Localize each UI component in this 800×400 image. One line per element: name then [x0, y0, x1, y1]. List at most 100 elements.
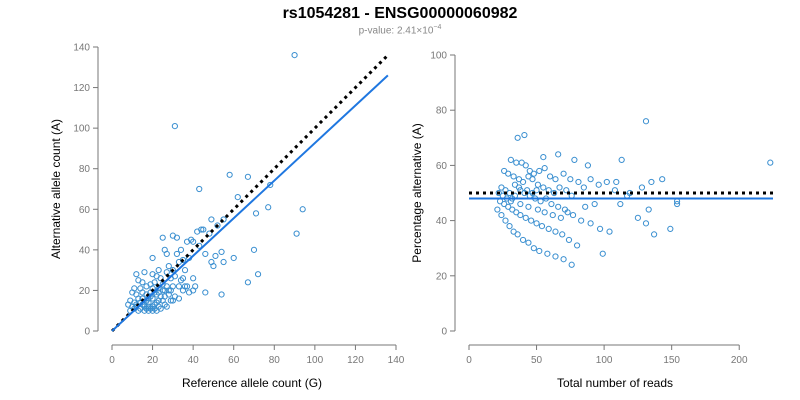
- data-point: [525, 173, 532, 180]
- data-point: [183, 283, 191, 290]
- data-point: [210, 262, 217, 270]
- data-point: [163, 269, 170, 276]
- y-tick-label: 40: [79, 245, 91, 256]
- data-point: [169, 267, 176, 274]
- data-point: [291, 52, 298, 59]
- data-point: [525, 239, 532, 246]
- data-point: [515, 176, 523, 183]
- data-point: [522, 214, 529, 221]
- data-point: [267, 181, 274, 189]
- y-tick-label: 20: [436, 271, 448, 282]
- data-point: [299, 206, 306, 213]
- data-point: [536, 167, 543, 175]
- data-point: [173, 250, 181, 258]
- x-tick-label: 200: [731, 355, 748, 366]
- data-point: [159, 234, 166, 241]
- data-point: [555, 151, 562, 158]
- data-point: [507, 156, 514, 163]
- data-point: [133, 271, 140, 278]
- data-point: [175, 295, 183, 302]
- data-point: [161, 287, 168, 294]
- data-point: [161, 301, 168, 308]
- data-point: [165, 287, 172, 294]
- data-point: [163, 303, 170, 310]
- data-point: [218, 248, 225, 255]
- data-point: [638, 184, 646, 191]
- data-point: [529, 189, 536, 197]
- data-point: [536, 247, 543, 255]
- data-point: [505, 170, 512, 177]
- data-point: [155, 297, 162, 304]
- data-point: [519, 178, 527, 186]
- data-point: [528, 217, 535, 224]
- data-point: [530, 170, 537, 177]
- data-point: [151, 305, 158, 312]
- x-tick-label: 60: [228, 355, 240, 366]
- data-point: [541, 209, 548, 216]
- data-point: [599, 250, 606, 257]
- data-point: [179, 275, 187, 282]
- data-point: [563, 187, 570, 194]
- x-tick-label: 50: [531, 355, 543, 366]
- right-scatter-plot: 0 50 100 150 200 0 20 40 60 80 100 Total number of …: [410, 51, 774, 390]
- data-point: [143, 305, 150, 312]
- data-point: [202, 250, 209, 258]
- data-point: [595, 181, 602, 188]
- y-tick-label: 0: [441, 327, 447, 338]
- data-point: [293, 230, 300, 237]
- data-point: [234, 194, 241, 201]
- x-axis-title: Total number of reads: [557, 376, 673, 390]
- data-point: [560, 170, 567, 177]
- data-point: [596, 225, 604, 232]
- data-point: [548, 200, 555, 208]
- data-point: [495, 189, 502, 197]
- chart-subtitle: p-value: 2.41×10−4: [0, 24, 800, 36]
- data-point: [575, 178, 582, 186]
- data-point: [230, 254, 237, 262]
- y-tick-label: 0: [84, 327, 90, 338]
- reference-line: [110, 54, 389, 333]
- data-point: [200, 226, 207, 233]
- data-point: [573, 242, 581, 249]
- data-point: [502, 217, 509, 224]
- data-point: [202, 289, 209, 296]
- y-tick-label: 20: [79, 286, 91, 297]
- data-point: [163, 250, 170, 258]
- data-point: [159, 287, 166, 294]
- data-point: [603, 178, 610, 186]
- data-point: [513, 209, 520, 216]
- data-point: [220, 216, 227, 223]
- x-tick-label: 150: [663, 355, 680, 366]
- data-point: [538, 223, 546, 230]
- data-point: [529, 176, 536, 183]
- data-point: [587, 220, 594, 227]
- data-point: [510, 228, 517, 235]
- data-point: [519, 236, 527, 244]
- data-point: [194, 228, 201, 235]
- data-point: [659, 176, 666, 183]
- data-point: [613, 178, 620, 186]
- data-point: [618, 156, 625, 163]
- data-point: [220, 258, 227, 266]
- data-point: [642, 118, 650, 125]
- data-point: [175, 258, 183, 266]
- data-point: [505, 203, 512, 210]
- data-point: [546, 173, 554, 180]
- data-point: [244, 279, 252, 286]
- data-point: [165, 262, 172, 270]
- data-point: [552, 176, 559, 183]
- data-point: [582, 203, 589, 210]
- data-point: [151, 289, 158, 296]
- y-axis-title: Percentage alternative (A): [410, 123, 424, 262]
- chart-title: rs1054281 - ENSG00000060982: [282, 5, 518, 22]
- data-point: [525, 203, 532, 210]
- data-point: [501, 167, 508, 175]
- data-point: [517, 200, 524, 208]
- data-point: [651, 231, 658, 238]
- data-point: [514, 231, 521, 238]
- data-point: [510, 173, 517, 180]
- data-point: [545, 225, 552, 232]
- data-point: [580, 184, 587, 191]
- data-point: [534, 206, 542, 213]
- data-point: [141, 269, 148, 276]
